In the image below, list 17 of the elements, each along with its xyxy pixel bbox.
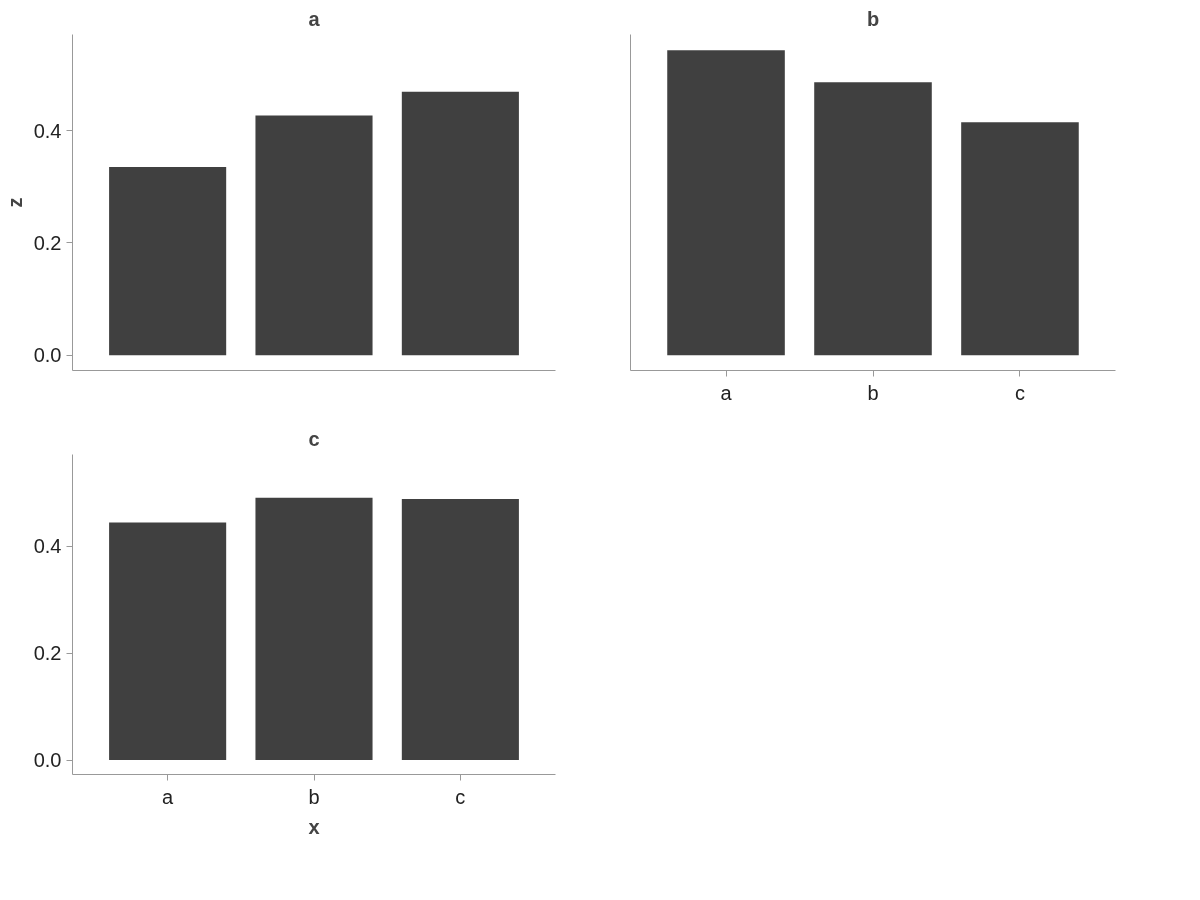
y-tick-label: 0.0 [33,344,62,367]
chart-title: b [866,7,880,30]
x-tick-label: b [308,785,320,808]
x-axis-title: x [308,815,320,838]
y-tick-label: 0.0 [33,749,62,772]
x-tick-label: a [162,785,175,808]
chart-title: c [308,427,320,450]
x-tick-label: c [455,785,466,808]
y-tick-label: 0.2 [33,231,62,254]
y-tick-label: 0.4 [33,535,62,558]
chart-title: a [308,7,321,30]
x-tick-label: b [867,381,879,404]
y-tick-label: 0.4 [33,119,62,142]
x-tick-label: a [720,381,733,404]
y-tick-label: 0.2 [33,642,62,665]
y-axis-title: z [3,197,26,208]
x-tick-label: c [1014,381,1025,404]
